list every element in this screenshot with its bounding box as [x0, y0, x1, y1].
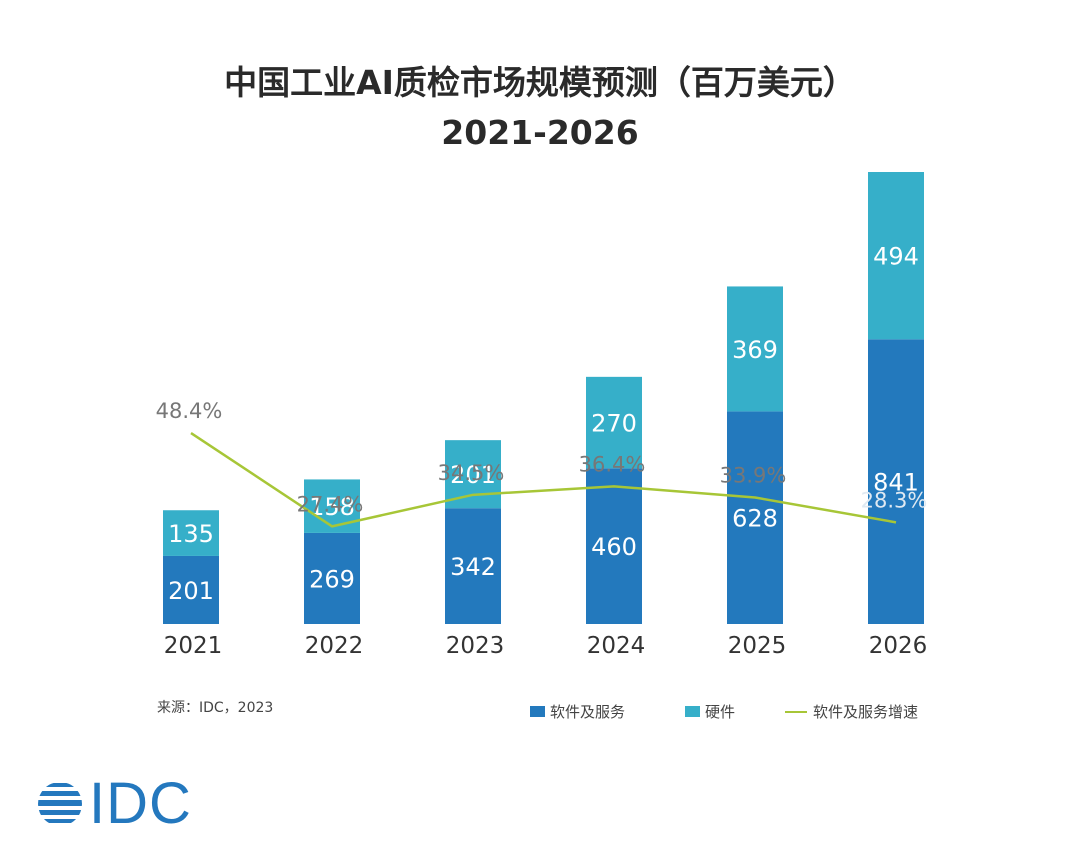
growth-label-2021: 48.4% [156, 399, 223, 423]
growth-label-2026: 28.3% [861, 488, 928, 512]
legend-swatch-growth [785, 710, 807, 713]
legend-label-software: 软件及服务 [550, 703, 626, 721]
legend-swatch-software [530, 706, 545, 717]
idc-logo-text: IDC [89, 771, 192, 836]
label-hardware-2023: 201 [450, 461, 496, 489]
legend-label-hardware: 硬件 [705, 703, 736, 721]
label-software-2023: 342 [450, 553, 496, 581]
bar-hardware-2024 [586, 376, 642, 469]
label-software-2025: 628 [732, 505, 778, 533]
bar-hardware-2025 [727, 286, 783, 412]
idc-globe-icon [38, 783, 82, 823]
x-tick-2022: 2022 [305, 633, 364, 659]
x-tick-2023: 2023 [446, 633, 505, 659]
label-hardware-2024: 270 [591, 410, 637, 438]
source-note: 来源：IDC，2023 [157, 700, 274, 716]
legend-swatch-hardware [685, 706, 700, 717]
x-tick-2024: 2024 [587, 633, 646, 659]
bar-software-2025 [727, 411, 783, 624]
bar-hardware-2022 [304, 479, 360, 533]
bar-software-2026 [868, 339, 924, 624]
label-software-2026: 841 [873, 469, 919, 497]
legend-growth: 软件及服务增速 [785, 701, 918, 722]
bar-software-2021 [163, 555, 219, 624]
bar-hardware-2026 [868, 172, 924, 340]
growth-line [190, 432, 897, 528]
x-tick-2021: 2021 [164, 633, 223, 659]
bar-hardware-2021 [163, 510, 219, 556]
title-line-1: 中国工业AI质检市场规模预测（百万美元） [224, 63, 856, 102]
growth-label-2023: 34.5% [438, 461, 505, 485]
label-software-2021: 201 [168, 577, 214, 605]
idc-logo: IDC [37, 775, 192, 833]
bar-hardware-2023 [445, 440, 501, 509]
chart-title: 中国工业AI质检市场规模预测（百万美元） 2021-2026 [0, 58, 1080, 158]
bar-software-2024 [586, 468, 642, 624]
label-hardware-2021: 135 [168, 520, 214, 548]
bar-software-2023 [445, 508, 501, 624]
label-hardware-2025: 369 [732, 336, 778, 364]
growth-label-2024: 36.4% [579, 452, 646, 476]
legend-label-growth: 软件及服务增速 [813, 703, 919, 721]
bar-software-2022 [304, 532, 360, 624]
label-software-2024: 460 [591, 533, 637, 561]
label-software-2022: 269 [309, 565, 355, 593]
x-tick-2026: 2026 [869, 633, 928, 659]
growth-label-2025: 33.9% [720, 463, 787, 487]
legend-software: 软件及服务 [530, 701, 625, 722]
x-tick-2025: 2025 [728, 633, 787, 659]
legend-hardware: 硬件 [685, 701, 735, 722]
growth-label-2022: 27.4% [297, 492, 364, 516]
title-line-2: 2021-2026 [441, 113, 639, 152]
label-hardware-2026: 494 [873, 243, 919, 271]
